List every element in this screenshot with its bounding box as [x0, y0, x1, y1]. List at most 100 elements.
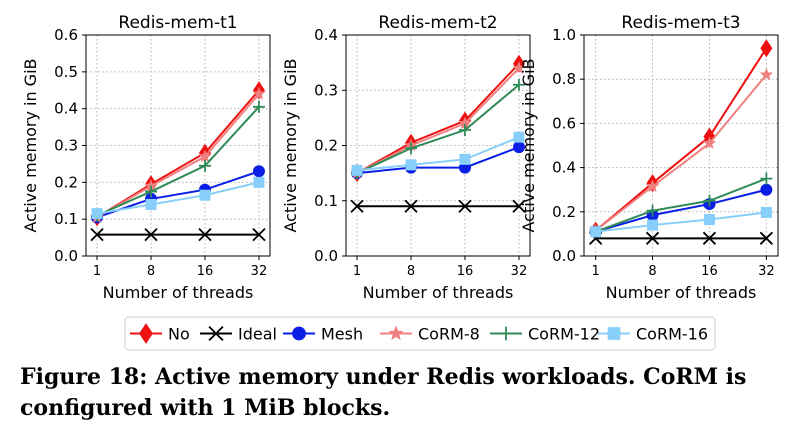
data-point-ideal	[702, 231, 717, 245]
figure-caption: Figure 18: Active memory under Redis wor…	[20, 364, 747, 421]
data-point-corm-16	[459, 153, 471, 165]
data-point-ideal	[645, 231, 660, 245]
series-line-corm-8	[595, 74, 768, 232]
legend-entry-corm-12: CoRM-12	[490, 325, 600, 344]
series-line-corm-8	[96, 93, 260, 219]
series-corm-12	[589, 172, 773, 238]
data-point-corm-8	[198, 149, 212, 163]
data-point-corm-12	[760, 172, 773, 185]
y-tick-label: 0.5	[54, 63, 78, 81]
y-tick-label: 0.4	[314, 26, 338, 44]
series-line-corm-8	[356, 67, 520, 175]
data-point-corm-16	[145, 198, 157, 210]
data-point-ideal	[144, 228, 158, 242]
data-point-corm-12	[458, 124, 471, 137]
x-tick-label: 1	[93, 264, 101, 279]
series-line-no	[356, 63, 520, 175]
y-tick-label: 0.1	[54, 210, 78, 228]
data-point-ideal	[198, 228, 212, 242]
series-line-corm-16	[96, 181, 260, 215]
y-tick-label: 0.2	[54, 173, 78, 191]
data-point-corm-8	[759, 67, 774, 81]
series-corm-12	[91, 100, 265, 222]
x-axis-label: Number of threads	[103, 283, 254, 302]
y-tick-label: 0.0	[54, 247, 78, 265]
x-tick-label: 16	[457, 264, 474, 279]
data-point-no	[760, 39, 773, 58]
panel-redis-mem-t2: 0.0 0.1 0.2 0.3 0.4 1 8 16 32 Redis-mem-t2 Number …	[281, 13, 531, 302]
data-point-corm-16	[703, 214, 715, 226]
series-ideal	[589, 231, 773, 245]
series-line-no	[594, 47, 768, 232]
y-tick-label: 0.8	[552, 70, 576, 88]
y-axis-label: Active memory in GiB	[21, 58, 40, 232]
data-point-corm-8	[458, 116, 472, 130]
series-mesh	[351, 141, 525, 180]
legend-entry-corm-16: CoRM-16	[598, 325, 708, 344]
legend-entry-mesh: Mesh	[283, 325, 363, 344]
data-point-corm-16	[647, 219, 659, 231]
y-tick-label: 0.3	[54, 137, 78, 155]
data-point-corm-12	[145, 185, 158, 198]
x-tick-label: 1	[591, 264, 599, 279]
legend: No Ideal Mesh CoRM-8 CoRM-12 CoRM-16	[124, 316, 716, 351]
panel-title: Redis-mem-t1	[118, 13, 237, 33]
panel-title: Redis-mem-t3	[621, 13, 740, 33]
y-tick-label: 0.4	[54, 100, 78, 118]
x-tick-label: 32	[251, 264, 268, 279]
x-tick-label: 16	[197, 264, 214, 279]
data-point-corm-8	[512, 61, 526, 74]
series-mesh	[589, 183, 773, 238]
data-point-corm-12	[646, 204, 659, 217]
y-axis-label: Active memory in GiB	[519, 58, 538, 232]
panel-title: Redis-mem-t2	[378, 13, 497, 33]
y-axis-label: Active memory in GiB	[281, 58, 300, 232]
data-point-corm-12	[198, 159, 211, 172]
data-point-corm-16	[199, 189, 211, 201]
x-tick-label: 16	[701, 264, 718, 279]
data-point-corm-16	[351, 164, 363, 176]
y-tick-label: 0.6	[552, 114, 576, 132]
data-point-ideal	[512, 199, 526, 213]
series-line-corm-12	[96, 106, 260, 217]
data-point-mesh	[252, 165, 265, 178]
data-point-corm-8	[702, 136, 717, 149]
x-tick-label: 8	[407, 264, 415, 279]
series-corm-16	[91, 176, 265, 220]
legend-marker-no	[139, 323, 153, 344]
x-axis-label: Number of threads	[363, 283, 514, 302]
series-corm-16	[590, 206, 772, 238]
legend-label: CoRM-8	[418, 325, 480, 344]
series-mesh	[91, 165, 265, 224]
y-tick-label: 0.3	[314, 81, 338, 99]
y-tick-label: 1.0	[552, 26, 576, 44]
legend-marker-ideal	[208, 325, 224, 342]
x-tick-label: 8	[147, 264, 155, 279]
data-point-corm-16	[590, 226, 602, 238]
legend-label: Mesh	[321, 325, 363, 344]
legend-box	[124, 316, 716, 351]
data-point-corm-16	[760, 206, 772, 218]
legend-entry-corm-8: CoRM-8	[380, 325, 480, 344]
data-point-corm-12	[252, 100, 265, 113]
y-tick-label: 0.2	[552, 203, 576, 221]
panel-redis-mem-t3: 0.0 0.2 0.4 0.6 0.8 1.0 1 8 16 32 Redis-mem-t3 Numb…	[519, 13, 779, 302]
data-point-ideal	[759, 231, 773, 245]
data-point-corm-8	[645, 179, 660, 193]
series-line-corm-16	[356, 136, 520, 172]
series-corm-16	[351, 131, 525, 176]
data-point-corm-12	[703, 194, 716, 207]
x-axis-label: Number of threads	[606, 283, 757, 302]
y-tick-label: 0.4	[552, 159, 576, 177]
y-tick-label: 0.1	[314, 192, 338, 210]
series-line-corm-12	[356, 83, 520, 175]
data-point-ideal	[90, 228, 104, 242]
data-point-ideal	[458, 199, 472, 213]
legend-marker-corm-12	[499, 326, 513, 341]
series-line-mesh	[356, 146, 520, 175]
data-point-ideal	[404, 199, 418, 213]
legend-label: No	[168, 325, 190, 344]
series-line-corm-12	[595, 177, 767, 233]
legend-label: CoRM-12	[528, 325, 600, 344]
